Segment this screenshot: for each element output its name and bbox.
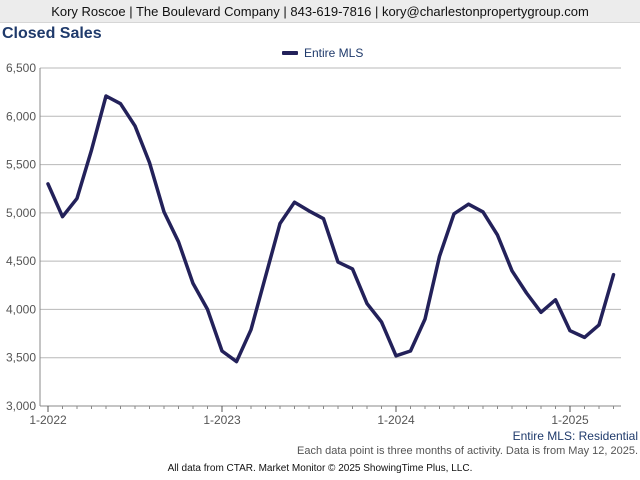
data-credit: All data from CTAR. Market Monitor © 202…: [167, 463, 473, 474]
y-tick-label: 3,000: [6, 399, 36, 413]
y-tick-label: 6,500: [6, 61, 36, 75]
chart-title: Closed Sales: [2, 25, 102, 42]
x-tick-label: 1-2024: [377, 413, 415, 427]
y-tick-label: 3,500: [6, 351, 36, 365]
x-tick-label: 1-2023: [203, 413, 241, 427]
x-tick-label: 1-2025: [551, 413, 589, 427]
y-tick-label: 5,000: [6, 206, 36, 220]
contact-line: Kory Roscoe | The Boulevard Company | 84…: [51, 3, 589, 19]
y-tick-label: 6,000: [6, 109, 36, 123]
series-label: Entire MLS: Residential: [512, 429, 638, 443]
legend-label: Entire MLS: [304, 46, 364, 60]
y-tick-label: 5,500: [6, 158, 36, 172]
header-bar: Kory Roscoe | The Boulevard Company | 84…: [0, 0, 640, 23]
data-note: Each data point is three months of activ…: [297, 445, 638, 457]
y-tick-label: 4,000: [6, 302, 36, 316]
series-line: [46, 94, 616, 364]
y-tick-label: 4,500: [6, 254, 36, 268]
x-tick-label: 1-2022: [29, 413, 67, 427]
chart-legend: Entire MLS: [282, 46, 363, 60]
legend-swatch: [282, 51, 298, 55]
